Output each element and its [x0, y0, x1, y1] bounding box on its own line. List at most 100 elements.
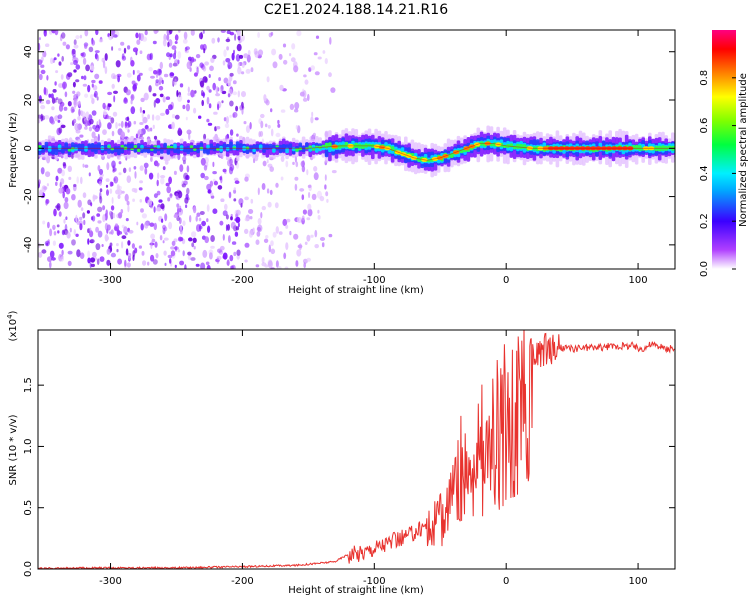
spectrogram-band-cell: [193, 148, 197, 151]
spectrogram-noise-cell: [173, 214, 178, 219]
spectrogram-noise-cell: [45, 171, 51, 178]
spectrogram-noise-cell: [187, 99, 190, 104]
spectrogram-noise-cell: [137, 129, 143, 137]
spectrogram-noise-cell: [182, 156, 187, 162]
spectrogram-noise-cell: [174, 264, 177, 269]
spectrogram-noise-cell: [203, 133, 207, 140]
spectrogram-noise-cell: [220, 30, 226, 33]
spectrogram-noise-cell: [218, 250, 224, 255]
spectrogram-noise-cell: [161, 218, 164, 223]
spectrogram-noise-cell: [124, 121, 128, 129]
spectrogram-noise-cell: [155, 115, 161, 121]
spectrogram-band-cell: [189, 145, 194, 149]
spectrogram-band-cell: [522, 144, 527, 149]
spectrogram-noise-cell: [162, 166, 166, 171]
spectrogram-noise-cell: [158, 85, 164, 91]
spectrogram-noise-cell: [138, 187, 143, 191]
spectrogram-noise-cell: [217, 103, 220, 111]
colorbar: 0.0 0.2 0.4 0.6 0.8 Normalized spectral ampl…: [699, 30, 749, 277]
spectrogram-noise-cell: [317, 215, 321, 220]
spectrogram-noise-cell: [228, 166, 234, 175]
spectrogram-band-cell: [229, 141, 233, 151]
spectrogram-noise-cell: [162, 39, 167, 47]
spectrogram-noise-cell: [121, 235, 127, 240]
spectrogram-band-cell: [206, 144, 210, 149]
snr-multiplier-label: (x104): [6, 310, 19, 341]
spectrogram-noise-cell: [210, 57, 215, 63]
spectrogram-noise-cell: [269, 189, 273, 195]
spectrogram-noise-cell: [324, 184, 327, 190]
spectrogram-noise-cell: [217, 185, 223, 190]
spectrogram-noise-cell: [164, 159, 169, 165]
spectrogram-noise-cell: [212, 54, 217, 60]
spectrogram-band-cell: [186, 145, 190, 155]
spectrogram-noise-cell: [232, 113, 235, 118]
spectrogram-noise-cell: [190, 89, 195, 98]
spectrogram-y-tick-label: 40: [23, 45, 34, 58]
spectrogram-noise-cell: [80, 176, 83, 185]
spectrogram-noise-cell: [166, 186, 171, 194]
spectrogram-noise-cell: [112, 111, 118, 117]
spectrogram-noise-cell: [227, 79, 231, 87]
spectrogram-noise-cell: [304, 79, 309, 85]
spectrogram-noise-cell: [127, 252, 132, 258]
spectrogram-noise-cell: [296, 249, 302, 257]
spectrogram-noise-cell: [128, 229, 134, 234]
spectrogram-noise-cell: [256, 231, 261, 237]
spectrogram-noise-cell: [132, 84, 137, 90]
spectrogram-noise-cell: [227, 93, 231, 98]
spectrogram-noise-cell: [131, 243, 135, 249]
spectrogram-noise-cell: [70, 62, 74, 66]
spectrogram-noise-cell: [169, 53, 173, 58]
spectrogram-noise-cell: [123, 97, 128, 104]
spectrogram-noise-cell: [325, 191, 329, 197]
spectrogram-noise-cell: [105, 209, 108, 217]
spectrogram-y-axis-label: Frequency (Hz): [8, 112, 19, 188]
spectrogram-noise-cell: [90, 65, 95, 71]
spectrogram-noise-cell: [241, 62, 245, 68]
spectrogram-noise-cell: [102, 205, 106, 211]
spectrogram-noise-cell: [294, 183, 298, 191]
spectrogram-noise-cell: [200, 31, 203, 40]
spectrogram-noise-cell: [134, 171, 137, 179]
spectrogram-noise-cell: [164, 213, 168, 222]
spectrogram-noise-cell: [302, 97, 308, 102]
spectrogram-noise-cell: [310, 65, 316, 71]
spectrogram-noise-cell: [150, 75, 155, 79]
spectrogram-band-cell: [130, 148, 134, 151]
spectrogram-noise-cell: [99, 176, 103, 181]
spectrogram-noise-cell: [111, 160, 116, 168]
spectrogram-noise-cell: [59, 101, 65, 107]
spectrogram-noise-cell: [266, 188, 270, 194]
spectrogram-noise-cell: [192, 237, 197, 243]
spectrogram-noise-cell: [58, 83, 64, 88]
spectrogram-noise-cell: [118, 161, 122, 165]
spectrogram-noise-cell: [96, 54, 100, 62]
spectrogram-noise-cell: [99, 195, 103, 204]
spectrogram-noise-cell: [64, 197, 69, 203]
spectrogram-noise-cell: [222, 60, 226, 66]
spectrogram-noise-cell: [107, 91, 113, 96]
spectrogram-noise-cell: [83, 219, 86, 226]
spectrogram-noise-cell: [209, 180, 214, 187]
spectrogram-noise-cell: [79, 34, 83, 39]
spectrogram-noise-cell: [150, 233, 156, 240]
spectrogram-noise-cell: [282, 43, 287, 48]
spectrogram-noise-cell: [285, 224, 289, 229]
spectrogram-noise-cell: [267, 260, 273, 269]
spectrogram-noise-cell: [210, 235, 215, 242]
spectrogram-noise-cell: [38, 95, 42, 103]
spectrogram-noise-cell: [140, 223, 144, 231]
spectrogram-noise-cell: [113, 95, 116, 103]
spectrogram-noise-cell: [67, 250, 73, 255]
spectrogram-noise-cell: [205, 261, 210, 266]
spectrogram-noise-cell: [113, 75, 118, 80]
spectrogram-noise-cell: [177, 59, 180, 65]
spectrogram-noise-cell: [105, 178, 110, 183]
spectrogram-noise-cell: [111, 73, 116, 80]
spectrogram-noise-cell: [307, 208, 313, 217]
spectrogram-noise-cell: [295, 260, 299, 267]
spectrogram-noise-cell: [60, 155, 64, 159]
spectrogram-noise-cell: [306, 257, 312, 262]
spectrogram-noise-cell: [83, 75, 87, 81]
